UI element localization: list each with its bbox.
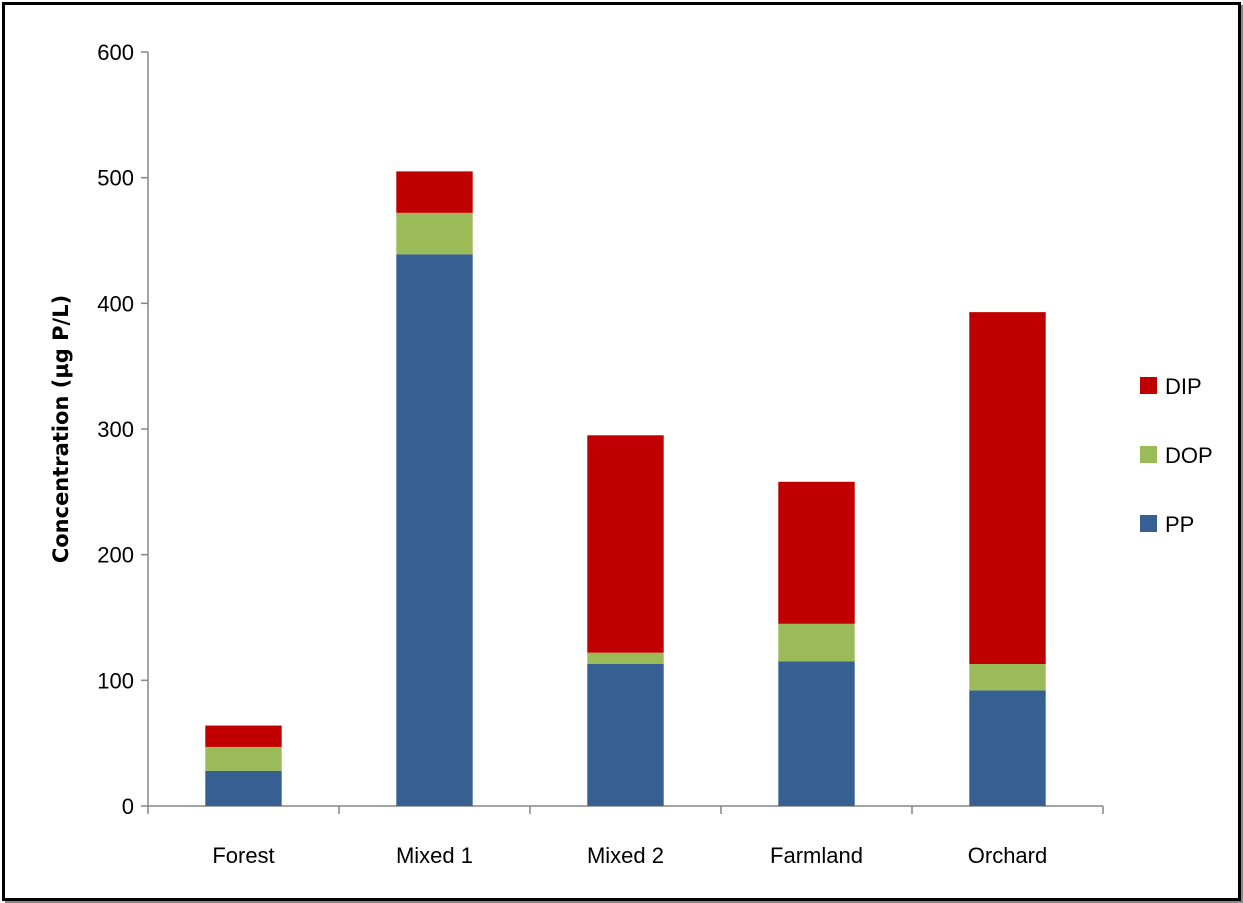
bars: [205, 171, 1046, 806]
legend-label-dop: DOP: [1165, 443, 1213, 468]
bar-pp-forest: [205, 770, 282, 806]
bar-dop-orchard: [969, 663, 1046, 691]
bar-dip-mixed-1: [396, 171, 473, 213]
legend-label-pp: PP: [1165, 512, 1194, 537]
bar-pp-mixed-2: [587, 663, 664, 806]
y-tick-label: 600: [97, 40, 134, 65]
legend-swatch-pp: [1140, 515, 1157, 532]
x-tick-label: Forest: [212, 843, 274, 868]
bar-pp-farmland: [778, 661, 855, 806]
y-tick-label: 100: [97, 668, 134, 693]
y-tick-label: 400: [97, 291, 134, 316]
y-tick-label: 0: [122, 794, 134, 819]
legend-label-dip: DIP: [1165, 374, 1202, 399]
bar-dop-forest: [205, 746, 282, 771]
bar-dop-farmland: [778, 623, 855, 662]
legend-swatch-dop: [1140, 446, 1157, 463]
bar-dip-farmland: [778, 481, 855, 624]
x-tick-label: Orchard: [968, 843, 1047, 868]
y-axis-label: Concentration (µg P/L): [49, 295, 73, 563]
bar-dop-mixed-2: [587, 652, 664, 664]
bar-pp-mixed-1: [396, 254, 473, 806]
bar-dip-orchard: [969, 312, 1046, 664]
bar-dip-forest: [205, 725, 282, 747]
bar-dip-mixed-2: [587, 435, 664, 653]
y-tick-label: 200: [97, 543, 134, 568]
x-tick-label: Mixed 2: [587, 843, 664, 868]
legend-swatch-dip: [1140, 377, 1157, 394]
legend: DIP DOP PP: [1140, 374, 1213, 537]
x-tick-label: Farmland: [770, 843, 863, 868]
bar-dop-mixed-1: [396, 212, 473, 255]
x-tick-label: Mixed 1: [396, 843, 473, 868]
y-tick-label: 300: [97, 417, 134, 442]
x-ticks: Forest Mixed 1 Mixed 2 Farmland Orchard: [147, 806, 1104, 868]
y-ticks: 0 100 200 300 400 500 600: [97, 40, 148, 819]
bar-pp-orchard: [969, 690, 1046, 806]
y-tick-label: 500: [97, 166, 134, 191]
